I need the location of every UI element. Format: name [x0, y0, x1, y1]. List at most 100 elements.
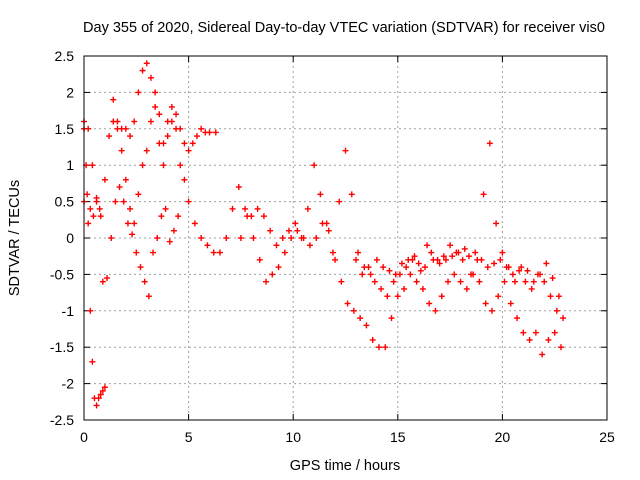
data-point	[254, 205, 261, 212]
data-point	[127, 133, 134, 140]
data-point	[160, 140, 167, 147]
data-point	[275, 264, 282, 271]
data-point	[129, 231, 136, 238]
data-point	[106, 133, 113, 140]
data-point	[97, 391, 104, 398]
data-point	[386, 267, 393, 274]
data-point	[459, 256, 466, 263]
data-point	[229, 205, 236, 212]
data-point	[388, 315, 395, 322]
data-point	[96, 205, 103, 212]
data-point	[198, 235, 205, 241]
data-point	[396, 271, 403, 278]
data-point	[432, 307, 439, 314]
data-point	[355, 249, 362, 256]
data-point	[501, 278, 508, 285]
data-point	[244, 213, 251, 220]
data-point	[465, 253, 472, 260]
y-tick-label: 0.5	[55, 194, 75, 210]
data-point	[90, 213, 97, 220]
data-point	[317, 191, 324, 198]
y-tick-labels: -2.5 -2 -1.5 -1 -0.5 0 0.5 1 1.5 2 2.5	[50, 48, 74, 428]
data-point	[390, 278, 397, 285]
data-point	[541, 278, 548, 285]
data-point	[382, 344, 389, 351]
data-point	[398, 260, 405, 267]
data-point	[137, 264, 144, 271]
y-tick-label: 1	[66, 157, 74, 173]
data-point	[87, 205, 94, 212]
data-point	[553, 307, 560, 314]
data-point	[185, 147, 192, 154]
data-point	[85, 125, 92, 132]
data-point	[256, 256, 263, 263]
data-point	[93, 402, 100, 409]
data-point	[344, 300, 351, 307]
y-axis-label: SDTVAR / TECUs	[7, 180, 23, 296]
data-point	[325, 227, 332, 234]
data-point	[342, 147, 349, 154]
plot-frame	[83, 55, 608, 421]
data-point	[279, 235, 286, 241]
data-point	[350, 307, 357, 314]
data-point	[365, 264, 372, 271]
x-axis-label: GPS time / hours	[290, 458, 400, 474]
data-point	[122, 125, 129, 132]
data-point	[509, 271, 516, 278]
data-point	[415, 260, 422, 267]
data-point	[189, 140, 196, 147]
data-point	[281, 249, 288, 256]
data-point	[108, 235, 115, 241]
x-tick-label: 10	[285, 429, 301, 445]
data-point	[168, 103, 175, 110]
data-point	[313, 235, 320, 241]
data-point	[114, 118, 121, 125]
data-point	[112, 198, 119, 205]
data-point	[493, 220, 500, 227]
data-point	[93, 198, 100, 205]
data-point	[497, 256, 504, 263]
data-point	[145, 293, 152, 300]
data-point	[152, 103, 159, 110]
data-point	[175, 213, 182, 220]
y-tick-label: -1.5	[50, 339, 74, 355]
data-point	[524, 267, 531, 274]
y-tick-label: -1	[62, 303, 75, 319]
data-point	[242, 205, 249, 212]
data-point	[447, 242, 454, 249]
data-point	[154, 235, 161, 241]
data-point	[409, 256, 416, 263]
data-point	[204, 242, 211, 249]
data-point	[394, 293, 401, 300]
data-point	[384, 293, 391, 300]
data-point	[206, 129, 213, 136]
data-point	[152, 89, 159, 96]
data-point	[401, 285, 408, 292]
data-point	[369, 336, 376, 343]
data-point	[304, 205, 311, 212]
data-point	[223, 235, 230, 241]
data-point	[160, 162, 167, 169]
y-tick-label: 2	[66, 84, 74, 100]
data-point	[181, 140, 188, 147]
data-point	[267, 227, 274, 234]
data-point	[135, 191, 142, 198]
data-point	[336, 198, 343, 205]
data-point	[110, 96, 117, 103]
data-point	[294, 227, 301, 234]
data-point	[555, 293, 562, 300]
data-point	[438, 293, 445, 300]
data-point	[237, 235, 244, 241]
data-points	[81, 60, 567, 409]
data-point	[543, 260, 550, 267]
x-tick-label: 5	[185, 429, 193, 445]
data-point	[191, 220, 198, 227]
data-point	[373, 256, 380, 263]
data-point	[484, 264, 491, 271]
data-point	[306, 242, 313, 249]
data-point	[311, 162, 318, 169]
data-point	[476, 278, 483, 285]
data-point	[417, 267, 424, 274]
data-point	[143, 60, 150, 67]
data-point	[440, 253, 447, 260]
